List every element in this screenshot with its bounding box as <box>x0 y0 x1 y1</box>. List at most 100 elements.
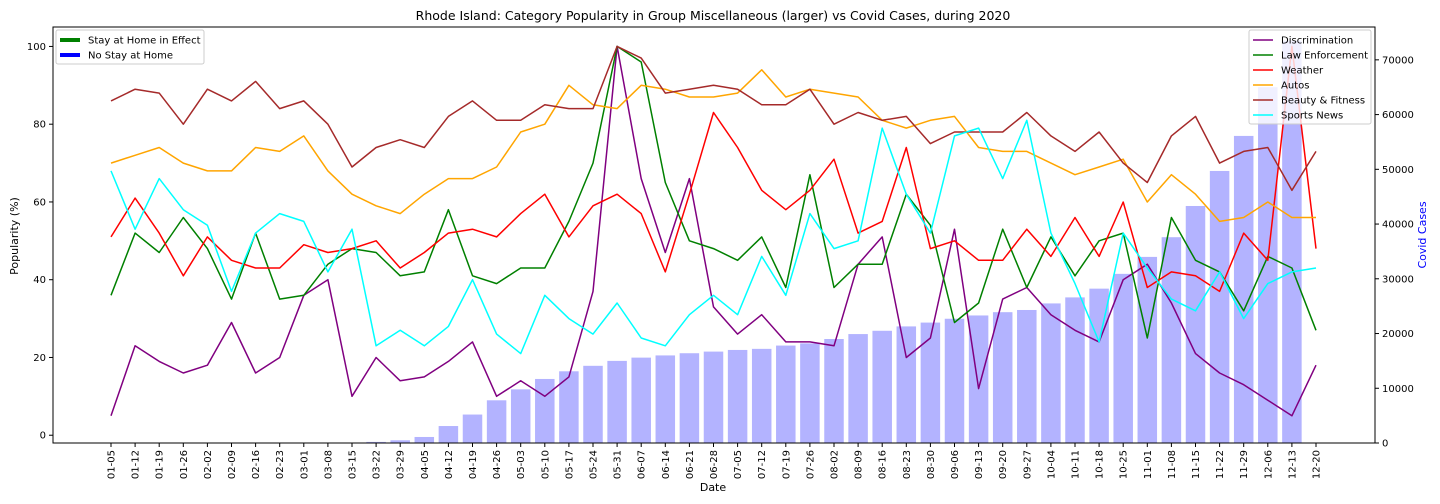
x-tick-label: 08-09 <box>854 450 865 479</box>
covid-bar <box>968 315 989 443</box>
x-tick-label: 04-19 <box>468 450 479 479</box>
x-tick-label: 11-15 <box>1191 450 1202 479</box>
covid-bars <box>366 40 1302 444</box>
covid-bar <box>896 326 917 443</box>
series-line-discrimination <box>110 45 1317 417</box>
covid-bar <box>920 322 941 443</box>
x-tick-label: 05-31 <box>613 450 624 479</box>
y2-tick-label: 40000 <box>1382 220 1414 231</box>
chart-title: Rhode Island: Category Popularity in Gro… <box>416 8 1011 23</box>
legend-box <box>1248 29 1372 125</box>
y2-tick-label: 0 <box>1382 439 1388 450</box>
legend-label: Stay at Home in Effect <box>88 36 201 47</box>
x-tick-label: 06-28 <box>709 450 720 479</box>
y-axis-left: 0 20 40 60 80 100 <box>27 42 53 442</box>
x-tick-label: 06-14 <box>661 450 672 479</box>
x-tick-label: 05-17 <box>564 450 575 479</box>
y-tick-label: 0 <box>40 431 46 442</box>
x-tick-label: 03-08 <box>323 450 334 479</box>
legend-label: Discrimination <box>1281 36 1353 47</box>
covid-bar <box>1185 205 1206 443</box>
y2-tick-label: 20000 <box>1382 329 1414 340</box>
covid-bar <box>462 414 483 443</box>
covid-bar <box>414 436 435 443</box>
series-line-beauty-fitness <box>110 45 1317 192</box>
covid-bar <box>800 343 820 443</box>
y-tick-label: 40 <box>33 275 46 286</box>
x-tick-label: 08-23 <box>902 450 913 479</box>
x-tick-label: 02-02 <box>203 450 214 479</box>
covid-bar <box>607 360 627 443</box>
y2-tick-label: 10000 <box>1382 384 1414 395</box>
x-tick-label: 09-13 <box>974 450 985 479</box>
y-tick-label: 20 <box>33 353 46 364</box>
covid-bar <box>1137 256 1158 443</box>
x-tick-label: 01-05 <box>107 450 118 479</box>
covid-bar <box>1041 303 1061 443</box>
legend-box <box>55 29 205 65</box>
x-tick-label: 10-04 <box>1046 450 1057 479</box>
x-tick-label: 01-19 <box>155 450 166 479</box>
x-tick-label: 02-16 <box>251 450 262 479</box>
x-tick-label: 04-12 <box>444 450 455 479</box>
y-tick-label: 80 <box>33 120 46 131</box>
x-tick-label: 11-08 <box>1167 450 1178 479</box>
covid-bar <box>655 355 676 443</box>
covid-bar <box>535 378 555 443</box>
y-tick-label: 100 <box>27 42 46 53</box>
x-tick-label: 08-30 <box>926 450 937 479</box>
y2-tick-label: 30000 <box>1382 274 1414 285</box>
series-line-autos <box>110 69 1316 223</box>
covid-bar <box>848 334 868 443</box>
y-tick-label: 60 <box>33 197 46 208</box>
legend-label: Sports News <box>1281 111 1343 122</box>
covid-bar <box>727 349 748 443</box>
x-tick-label: 09-20 <box>998 450 1009 479</box>
x-tick-label: 03-22 <box>372 450 383 479</box>
x-tick-label: 08-16 <box>878 450 889 479</box>
covid-bar <box>1282 40 1302 444</box>
x-tick-label: 01-26 <box>179 450 190 479</box>
covid-bar <box>390 440 410 443</box>
covid-bar <box>776 345 796 443</box>
x-tick-label: 09-27 <box>1022 450 1033 479</box>
covid-bar <box>1113 273 1133 443</box>
y2-axis-label: Covid Cases <box>1416 201 1429 268</box>
covid-bar <box>438 426 459 443</box>
x-tick-label: 10-25 <box>1119 450 1130 479</box>
x-tick-label: 03-29 <box>396 450 407 479</box>
y-axis-label: Popularity (%) <box>8 197 21 275</box>
x-tick-label: 02-23 <box>275 450 286 479</box>
x-tick-label: 05-10 <box>540 450 551 479</box>
x-tick-label: 10-18 <box>1095 450 1106 479</box>
x-tick-label: 07-12 <box>757 450 768 479</box>
legend-label: Law Enforcement <box>1281 51 1368 62</box>
covid-bar <box>631 357 651 443</box>
y-axis-right: 0 10000 20000 30000 40000 50000 60000 70000 <box>1375 55 1414 450</box>
x-tick-label: 06-07 <box>637 450 648 479</box>
x-tick-label: 12-13 <box>1287 450 1298 479</box>
legend-label: Beauty & Fitness <box>1281 96 1365 107</box>
x-tick-label: 11-29 <box>1239 450 1250 479</box>
x-tick-label: 08-02 <box>830 450 841 479</box>
x-axis: 01-05 01-12 01-19 01-26 02-02 02-09 02-16 02-23… <box>107 443 1323 479</box>
x-axis-label: Date <box>700 481 727 494</box>
x-tick-label: 07-05 <box>733 450 744 479</box>
x-tick-label: 03-15 <box>348 450 359 479</box>
legend-label: Autos <box>1281 81 1309 92</box>
x-tick-label: 04-26 <box>492 450 503 479</box>
covid-bar <box>559 371 579 443</box>
covid-bar <box>944 318 965 443</box>
covid-bar <box>1209 170 1230 444</box>
legend-label: No Stay at Home <box>88 51 173 62</box>
covid-bar <box>1089 288 1109 443</box>
covid-bar <box>751 348 772 443</box>
series-lines <box>110 45 1317 417</box>
x-tick-label: 09-06 <box>950 450 961 479</box>
x-tick-label: 03-01 <box>299 450 310 479</box>
x-tick-label: 01-12 <box>131 450 142 479</box>
y2-tick-label: 50000 <box>1382 165 1414 176</box>
x-tick-label: 02-09 <box>227 450 238 479</box>
covid-bar <box>703 351 724 443</box>
